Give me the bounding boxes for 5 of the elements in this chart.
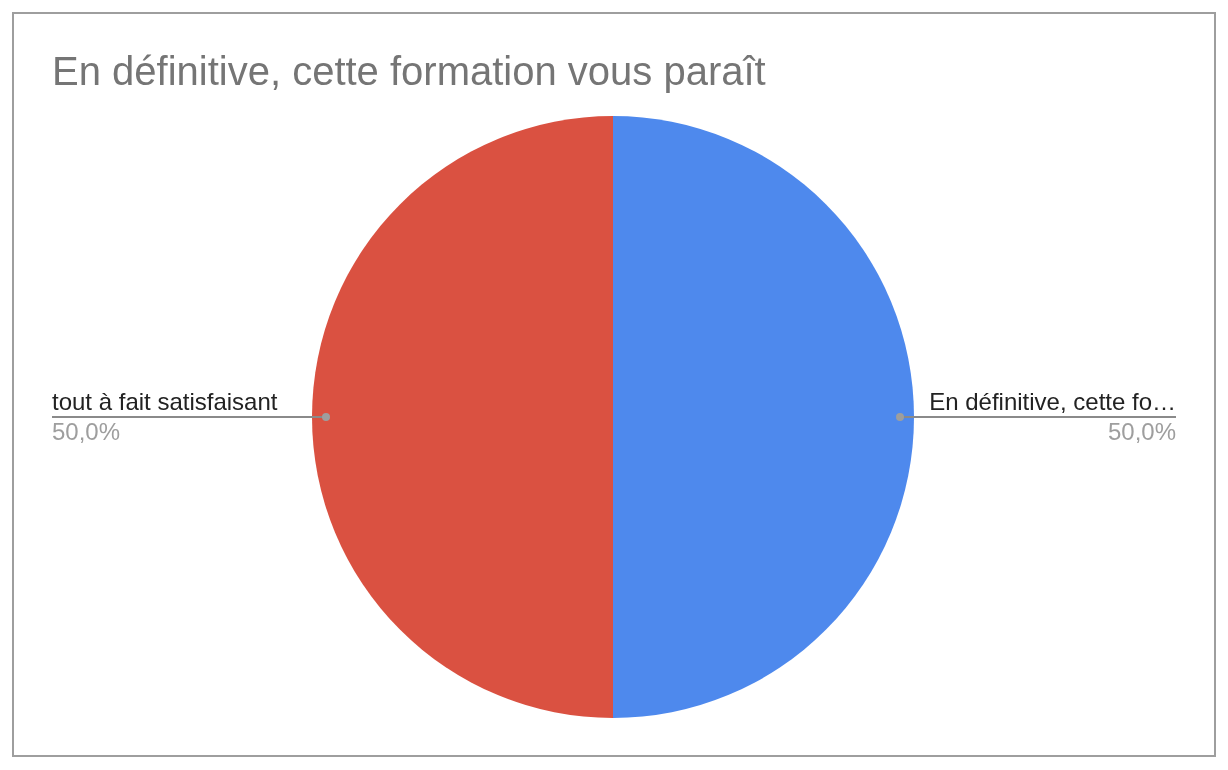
chart-title: En définitive, cette formation vous paraît	[52, 49, 766, 93]
slice-label: En définitive, cette fo…	[929, 387, 1176, 415]
data-label: 50,0%	[52, 417, 121, 445]
data-label: 50,0%	[1107, 417, 1176, 445]
slice-label: tout à fait satisfaisant	[52, 387, 278, 415]
